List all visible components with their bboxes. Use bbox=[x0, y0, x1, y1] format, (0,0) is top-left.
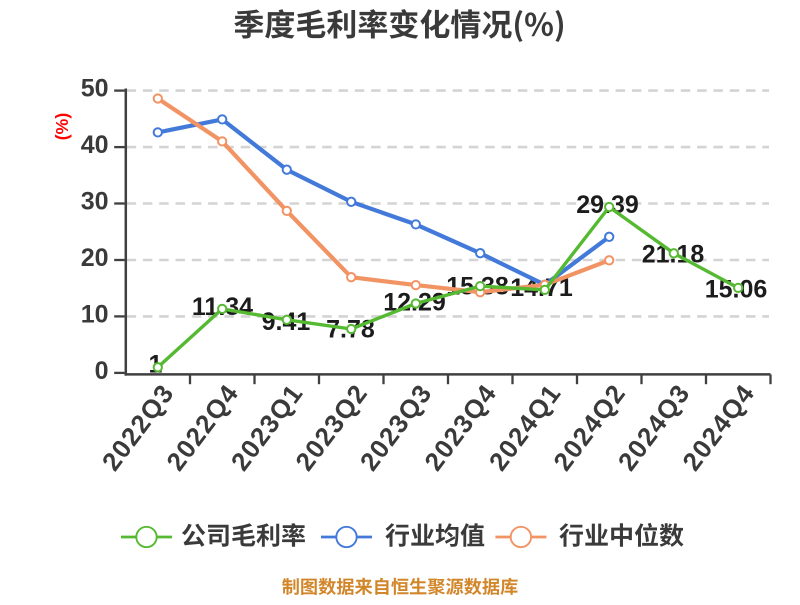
svg-text:0: 0 bbox=[95, 357, 109, 385]
svg-text:30: 30 bbox=[81, 187, 109, 215]
svg-text:(%): (%) bbox=[52, 113, 72, 140]
svg-text:10: 10 bbox=[81, 300, 109, 328]
svg-text:20: 20 bbox=[81, 244, 109, 272]
svg-text:50: 50 bbox=[81, 75, 109, 103]
svg-text:40: 40 bbox=[81, 131, 109, 159]
